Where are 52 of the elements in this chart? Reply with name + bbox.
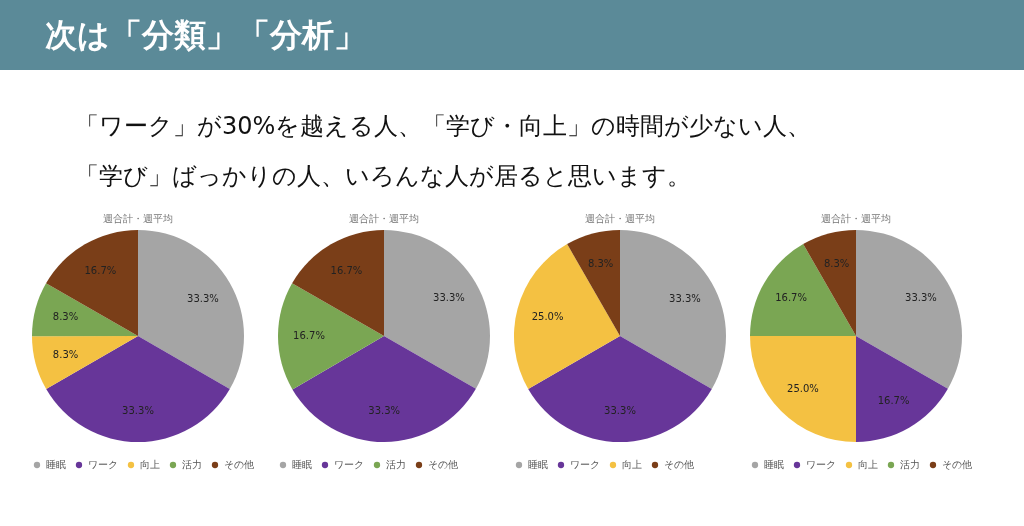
pie-slice <box>856 336 948 442</box>
pie-slice <box>138 230 244 389</box>
data-label: 33.3% <box>669 292 701 304</box>
pie-slice <box>32 336 138 389</box>
data-label: 25.0% <box>531 310 564 322</box>
data-label: 8.3% <box>52 349 79 361</box>
text: 「ワーク」が30%を越える人、「学び・向上」の時間が少ない人、 <box>75 111 812 142</box>
data-label: 16.7% <box>775 292 807 304</box>
data-label: 33.3% <box>187 292 219 304</box>
legend-label: ワーク <box>334 459 364 470</box>
text: 次は「分類」「分析」 <box>0 0 1024 70</box>
chart-title: 週合計・週平均 <box>821 213 891 224</box>
data-label: 25.0% <box>787 383 819 395</box>
data-label: 16.7% <box>84 265 117 277</box>
legend-label: 活力 <box>900 459 920 470</box>
data-label: 8.3% <box>823 257 850 269</box>
data-label: 33.3% <box>368 405 401 416</box>
pie-slice <box>750 244 856 336</box>
legend-label: その他 <box>224 459 254 470</box>
pie-slice <box>46 336 230 442</box>
pie-slice <box>32 283 138 337</box>
data-label: 16.7% <box>877 394 910 406</box>
legend-label: 活力 <box>386 459 406 470</box>
legend-label: 向上 <box>140 459 160 470</box>
chart-title: 週合計・週平均 <box>585 213 655 224</box>
text: 「学び」ばっかりの人、いろんな人が居ると思います。 <box>75 161 691 192</box>
legend-label: その他 <box>942 459 972 470</box>
data-label: 8.3% <box>587 257 614 269</box>
pie-slice <box>856 230 962 389</box>
legend-label: 向上 <box>858 459 878 470</box>
pie-slice <box>46 230 138 336</box>
legend-label: 向上 <box>622 459 642 470</box>
chart-title: 週合計・週平均 <box>103 213 173 224</box>
legend-label: 睡眠 <box>764 459 784 470</box>
legend-label: ワーク <box>806 459 836 470</box>
data-label: 8.3% <box>52 310 79 322</box>
legend-label: 睡眠 <box>292 459 312 470</box>
data-label: 33.3% <box>905 292 937 304</box>
pie-slice <box>750 336 856 442</box>
legend-label: 睡眠 <box>46 459 66 470</box>
data-label: 16.7% <box>330 265 363 277</box>
data-label: 16.7% <box>293 330 325 342</box>
data-label: 33.3% <box>433 292 465 304</box>
legend-label: ワーク <box>570 459 600 470</box>
legend-label: その他 <box>428 459 458 470</box>
chart-title: 週合計・週平均 <box>349 213 419 224</box>
data-label: 33.3% <box>604 405 636 416</box>
legend-label: ワーク <box>88 459 118 470</box>
legend-label: その他 <box>664 459 694 470</box>
legend-label: 活力 <box>182 459 202 470</box>
legend-label: 睡眠 <box>528 459 548 470</box>
data-label: 33.3% <box>122 405 154 416</box>
